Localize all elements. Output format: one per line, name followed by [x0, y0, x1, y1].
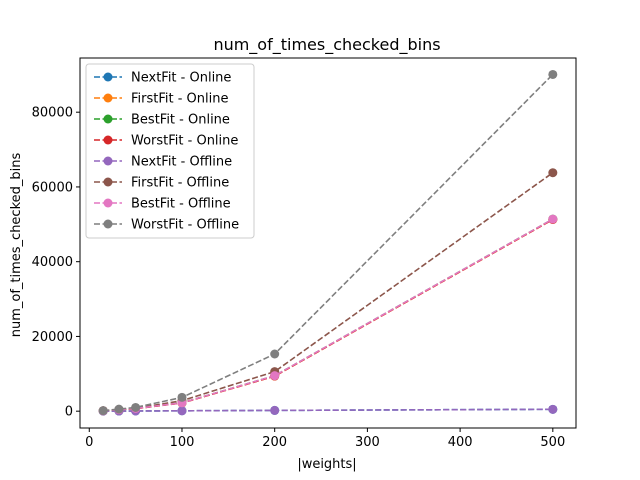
data-point	[177, 406, 187, 416]
legend-swatch-marker	[103, 72, 113, 82]
series-line	[103, 218, 554, 412]
legend-swatch-marker	[103, 219, 113, 229]
x-tick-label: 0	[85, 435, 93, 450]
legend-swatch-marker	[103, 114, 113, 124]
series-line	[103, 408, 553, 412]
legend-item: FirstFit - Online	[94, 92, 229, 107]
x-tick-label: 300	[355, 435, 380, 450]
ticks: 0 100 200 300 400 500 0 20000 40000 60000 80000	[32, 106, 566, 450]
data-point	[131, 402, 141, 412]
legend-label: NextFit - Offline	[131, 155, 232, 170]
data-point	[270, 405, 280, 415]
data-point	[114, 404, 124, 414]
series-line	[103, 218, 554, 412]
legend-item: WorstFit - Offline	[94, 218, 239, 233]
axes-frame	[79, 57, 577, 429]
y-tick-label: 60000	[32, 180, 73, 195]
legend-item: BestFit - Offline	[94, 197, 231, 212]
legend-label: WorstFit - Online	[131, 134, 238, 149]
legend-label: NextFit - Online	[131, 71, 231, 86]
series-1	[98, 214, 558, 416]
legend-item: BestFit - Online	[94, 113, 230, 128]
legend-label: FirstFit - Online	[131, 92, 229, 107]
legend-swatch-marker	[103, 177, 113, 187]
data-point	[98, 406, 108, 416]
data-point	[270, 371, 280, 381]
x-tick-label: 200	[262, 435, 287, 450]
legend-swatch-marker	[103, 135, 113, 145]
legend-label: WorstFit - Offline	[131, 218, 239, 233]
x-tick-label: 400	[448, 435, 473, 450]
chart-title: num_of_times_checked_bins	[213, 35, 440, 55]
data-point	[270, 349, 280, 359]
legend-item: NextFit - Offline	[94, 155, 232, 170]
series-2	[98, 214, 558, 416]
y-tick-label: 80000	[32, 106, 73, 121]
y-tick-label: 20000	[32, 330, 73, 345]
series-3	[98, 214, 558, 416]
y-tick-label: 40000	[32, 255, 73, 270]
legend-item: WorstFit - Online	[94, 134, 238, 149]
series-4	[98, 404, 558, 416]
data-point	[177, 392, 187, 402]
data-point	[548, 168, 558, 178]
x-tick-label: 500	[540, 435, 565, 450]
y-tick-label: 0	[65, 405, 73, 420]
legend-item: NextFit - Online	[94, 71, 231, 86]
legend-label: BestFit - Offline	[131, 197, 231, 212]
data-point	[548, 404, 558, 414]
legend-swatch-marker	[103, 93, 113, 103]
series-7	[98, 69, 558, 416]
data-point	[548, 69, 558, 79]
legend: NextFit - Online FirstFit - Online BestFit…	[85, 63, 255, 239]
legend-box	[85, 63, 255, 239]
legend-item: FirstFit - Offline	[94, 176, 229, 191]
series-6	[98, 214, 558, 416]
series-line	[103, 218, 554, 412]
plot-content	[98, 69, 558, 416]
x-axis-label: |weights|	[297, 457, 356, 472]
data-point	[548, 214, 558, 224]
legend-label: FirstFit - Offline	[131, 176, 229, 191]
y-axis-label: num_of_times_checked_bins	[9, 153, 24, 338]
legend-swatch-marker	[103, 198, 113, 208]
series-line	[103, 218, 554, 412]
x-tick-label: 100	[170, 435, 195, 450]
legend-label: BestFit - Online	[131, 113, 230, 128]
legend-swatch-marker	[103, 156, 113, 166]
